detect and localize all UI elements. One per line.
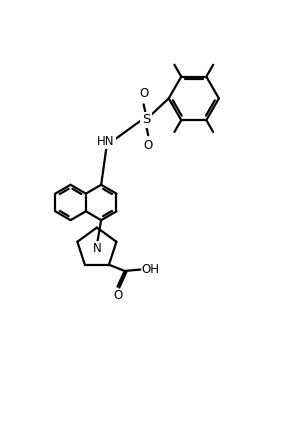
Text: S: S xyxy=(142,113,150,126)
Text: O: O xyxy=(144,139,153,152)
Text: HN: HN xyxy=(97,135,115,148)
Text: N: N xyxy=(93,242,101,255)
Text: OH: OH xyxy=(142,263,160,276)
Text: O: O xyxy=(139,88,148,100)
Text: O: O xyxy=(113,289,122,302)
